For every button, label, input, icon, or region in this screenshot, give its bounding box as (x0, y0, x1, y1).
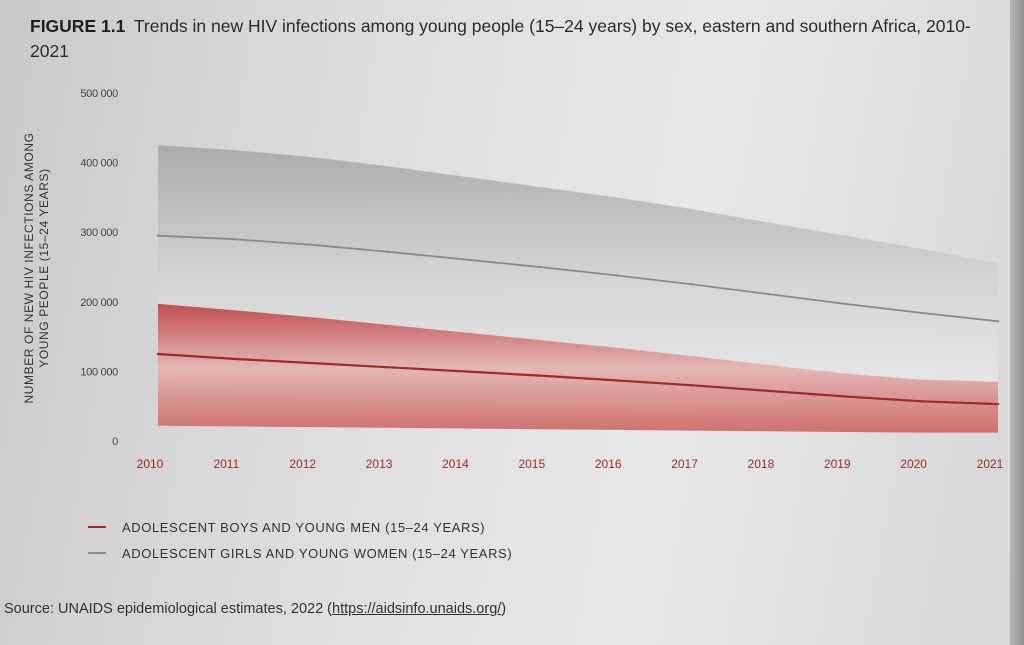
x-tick-label: 2019 (824, 457, 851, 471)
x-tick-label: 2018 (748, 457, 775, 471)
x-tick-label: 2011 (213, 457, 239, 471)
figure-title: FIGURE 1.1 Trends in new HIV infections … (30, 14, 1005, 64)
data-point-girls-2013 (385, 250, 389, 253)
data-point-girls-2017 (691, 283, 694, 286)
data-point-girls-2016 (614, 274, 618, 277)
data-point-girls-2015 (538, 265, 542, 269)
data-point-boys-2020 (920, 400, 923, 403)
legend: ADOLESCENT BOYS AND YOUNG MEN (15–24 YEA… (88, 514, 512, 566)
data-point-boys-2016 (614, 379, 618, 382)
data-point-girls-2021 (996, 320, 1000, 323)
data-point-boys-2012 (309, 361, 312, 365)
figure-title-text: Trends in new HIV infections among young… (30, 16, 971, 61)
data-point-boys-2021 (996, 402, 1000, 406)
data-point-boys-2014 (462, 370, 465, 373)
data-point-boys-2017 (691, 384, 694, 387)
y-tick-label: 200 000 (80, 297, 118, 309)
uncertainty-band-boys (158, 303, 998, 433)
x-tick-label: 2021 (977, 457, 1004, 471)
source-close: ) (501, 601, 507, 617)
y-tick-label: 400 000 (80, 158, 118, 170)
data-point-girls-2018 (767, 292, 771, 296)
x-tick-label: 2016 (595, 457, 622, 471)
series-line-girls (157, 234, 999, 323)
legend-label-boys: ADOLESCENT BOYS AND YOUNG MEN (15–24 YEA… (122, 519, 486, 535)
y-tick-label: 500 000 (80, 88, 118, 100)
source-text: Source: UNAIDS epidemiological estimates… (4, 601, 333, 617)
x-tick-label: 2017 (671, 457, 698, 471)
legend-item-girls: ADOLESCENT GIRLS AND YOUNG WOMEN (15–24 … (88, 540, 512, 566)
legend-item-boys: ADOLESCENT BOYS AND YOUNG MEN (15–24 YEA… (88, 514, 512, 540)
legend-swatch-girls (88, 552, 106, 554)
y-tick-label: 300 000 (80, 227, 118, 239)
series-line-boys (157, 352, 999, 406)
y-axis-title: NUMBER OF NEW HIV INFECTIONS AMONGYOUNG … (22, 132, 51, 403)
figure-label: FIGURE 1.1 (30, 16, 126, 36)
x-tick-label: 2014 (442, 457, 469, 471)
page-edge (1010, 0, 1024, 645)
y-tick-label: 0 (112, 436, 118, 448)
x-tick-label: 2020 (900, 457, 927, 471)
y-tick-label: 100 000 (80, 366, 118, 378)
data-point-boys-2019 (844, 395, 847, 398)
x-tick-label: 2013 (366, 457, 393, 471)
data-point-girls-2020 (920, 311, 923, 315)
legend-label-girls: ADOLESCENT GIRLS AND YOUNG WOMEN (15–24 … (122, 545, 513, 561)
x-tick-label: 2012 (289, 457, 316, 471)
data-point-boys-2018 (767, 389, 771, 393)
x-tick-label: 2015 (518, 457, 545, 471)
data-point-girls-2011 (233, 237, 236, 241)
source-link[interactable]: https://aidsinfo.unaids.org/ (332, 601, 502, 617)
data-point-girls-2012 (309, 243, 312, 246)
data-point-boys-2015 (538, 374, 542, 377)
uncertainty-band-girls (158, 145, 998, 382)
data-point-girls-2010 (156, 234, 160, 237)
legend-swatch-boys (88, 526, 106, 528)
data-point-boys-2013 (385, 366, 389, 369)
source-note: Source: UNAIDS epidemiological estimates… (4, 601, 506, 617)
data-point-girls-2019 (844, 302, 847, 306)
data-point-boys-2011 (233, 357, 236, 361)
data-point-boys-2010 (156, 352, 160, 356)
data-point-girls-2014 (462, 258, 465, 261)
x-tick-label: 2010 (137, 457, 164, 471)
